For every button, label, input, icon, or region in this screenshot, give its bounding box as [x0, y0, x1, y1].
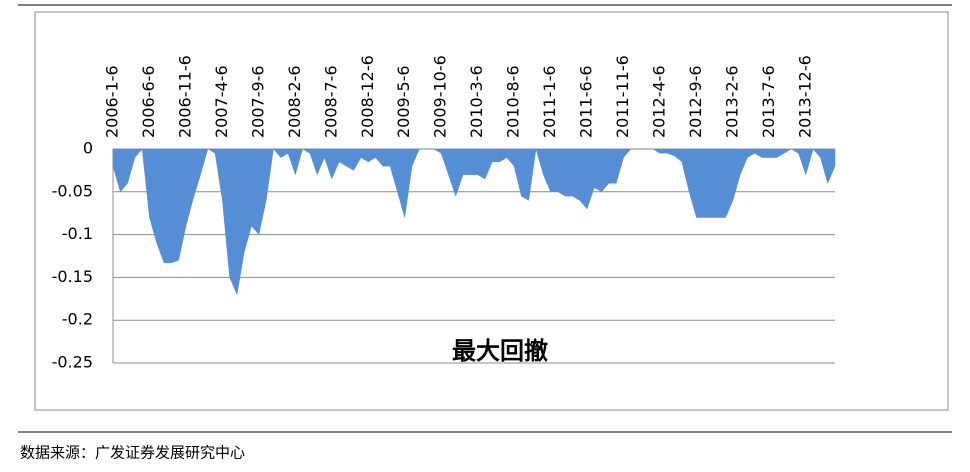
x-tick-label: 2007-4-6	[212, 65, 231, 138]
x-tick-label: 2011-11-6	[613, 55, 632, 138]
y-tick-label: -0.2	[62, 310, 93, 329]
chart-title: 最大回撤	[452, 337, 548, 365]
x-tick-label: 2013-12-6	[795, 55, 814, 138]
x-tick-label: 2009-10-6	[431, 55, 450, 138]
x-tick-label: 2008-2-6	[285, 65, 304, 138]
y-tick-label: -0.1	[62, 224, 93, 243]
y-tick-label: -0.15	[52, 267, 93, 286]
x-tick-label: 2006-1-6	[103, 65, 122, 138]
x-tick-label: 2011-6-6	[577, 65, 596, 138]
y-tick-label: -0.25	[52, 353, 93, 372]
x-tick-label: 2008-12-6	[358, 55, 377, 138]
x-tick-label: 2011-1-6	[540, 65, 559, 138]
chart-frame	[34, 11, 949, 411]
x-tick-label: 2007-9-6	[248, 65, 267, 138]
y-tick-label: -0.05	[52, 181, 93, 200]
source-note: 数据来源：广发证券发展研究中心	[20, 444, 245, 462]
x-tick-label: 2013-7-6	[759, 65, 778, 138]
y-tick-label: 0	[83, 139, 93, 158]
x-tick-label: 2008-7-6	[321, 65, 340, 138]
x-tick-label: 2006-11-6	[175, 55, 194, 138]
x-tick-label: 2006-6-6	[139, 65, 158, 138]
x-tick-label: 2010-3-6	[467, 65, 486, 138]
x-tick-label: 2012-9-6	[686, 65, 705, 138]
x-tick-label: 2010-8-6	[504, 65, 523, 138]
x-tick-label: 2013-2-6	[722, 65, 741, 138]
area	[112, 148, 836, 296]
x-tick-label: 2009-5-6	[394, 65, 413, 138]
x-tick-label: 2012-4-6	[649, 65, 668, 138]
